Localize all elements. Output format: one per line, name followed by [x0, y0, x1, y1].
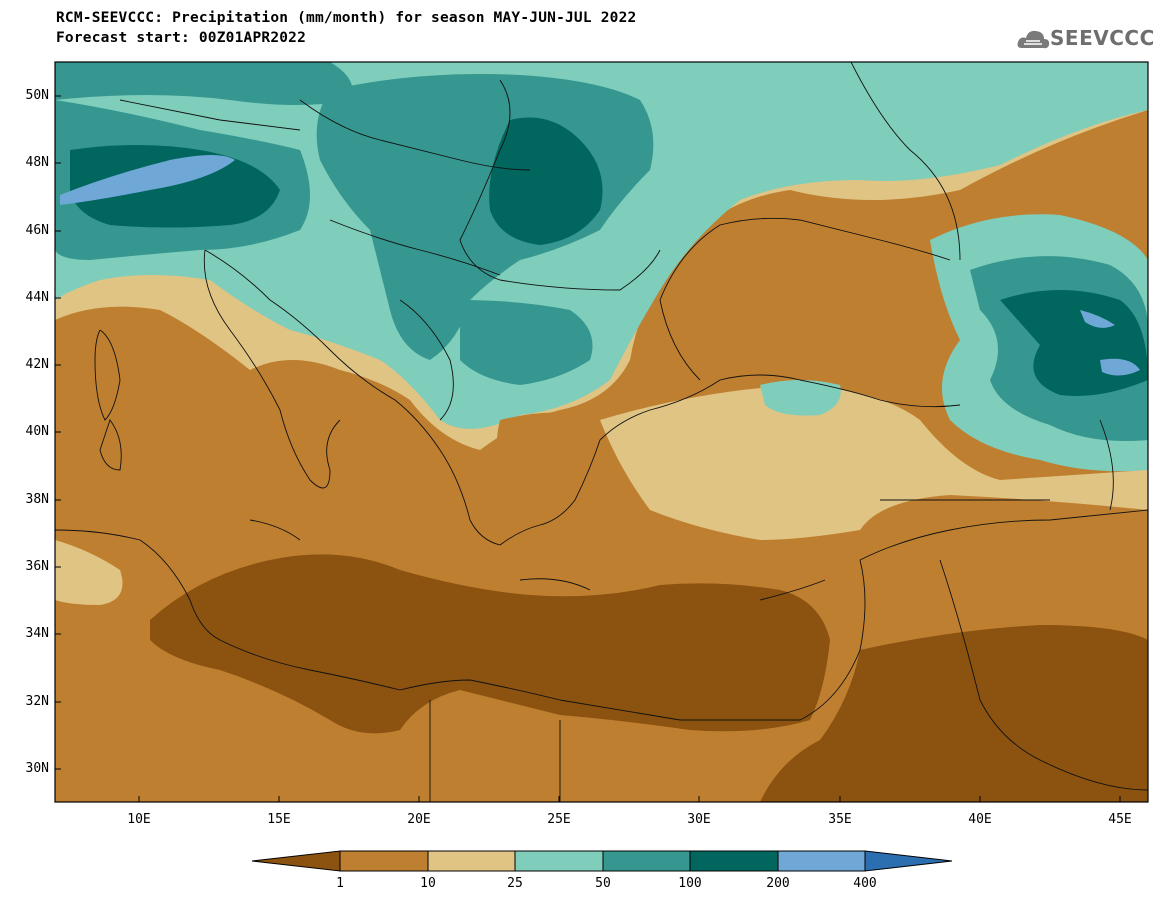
- coastlines: [55, 62, 1148, 802]
- colorbar-swatch-200-400: [777, 850, 866, 872]
- lat-label: 36N: [25, 559, 49, 574]
- lat-label: 34N: [25, 626, 49, 641]
- lon-label: 45E: [1108, 812, 1132, 827]
- forecast-start-subtitle: Forecast start: 00Z01APR2022: [56, 30, 307, 46]
- lat-label: 42N: [25, 357, 49, 372]
- colorbar-label: 10: [420, 876, 436, 891]
- colorbar-swatch-lt1: [251, 850, 341, 872]
- colorbar-label: 200: [766, 876, 790, 891]
- lon-label: 35E: [828, 812, 852, 827]
- lon-label: 15E: [267, 812, 291, 827]
- lon-label: 20E: [407, 812, 431, 827]
- colorbar-swatch-100-200: [689, 850, 779, 872]
- colorbar-swatch-1-10: [339, 850, 429, 872]
- cloud-icon: [1017, 30, 1050, 49]
- colorbar-label: 1: [336, 876, 344, 891]
- map-title: RCM-SEEVCCC: Precipitation (mm/month) fo…: [56, 10, 637, 26]
- colorbar-swatch-25-50: [514, 850, 604, 872]
- lat-label: 50N: [25, 88, 49, 103]
- precipitation-field: [55, 62, 1148, 802]
- colorbar-label: 400: [853, 876, 877, 891]
- colorbar-label: 25: [507, 876, 523, 891]
- lat-label: 44N: [25, 290, 49, 305]
- lat-label: 30N: [25, 761, 49, 776]
- lat-label: 40N: [25, 424, 49, 439]
- colorbar-label: 50: [595, 876, 611, 891]
- lat-label: 38N: [25, 492, 49, 507]
- lat-label: 48N: [25, 155, 49, 170]
- lon-label: 40E: [968, 812, 992, 827]
- lon-label: 10E: [127, 812, 151, 827]
- colorbar-swatch-50-100: [602, 850, 691, 872]
- lon-label: 25E: [547, 812, 571, 827]
- lat-label: 46N: [25, 223, 49, 238]
- axis-ticks: [55, 95, 1121, 802]
- colorbar-swatch-gt400: [864, 850, 953, 872]
- seevccc-logo: [1016, 20, 1156, 60]
- lon-label: 30E: [687, 812, 711, 827]
- logo-text: SEEVCCC: [1050, 26, 1155, 50]
- colorbar-swatch-10-25: [427, 850, 516, 872]
- colorbar-label: 100: [678, 876, 702, 891]
- colorbar: [251, 850, 953, 872]
- lat-label: 32N: [25, 694, 49, 709]
